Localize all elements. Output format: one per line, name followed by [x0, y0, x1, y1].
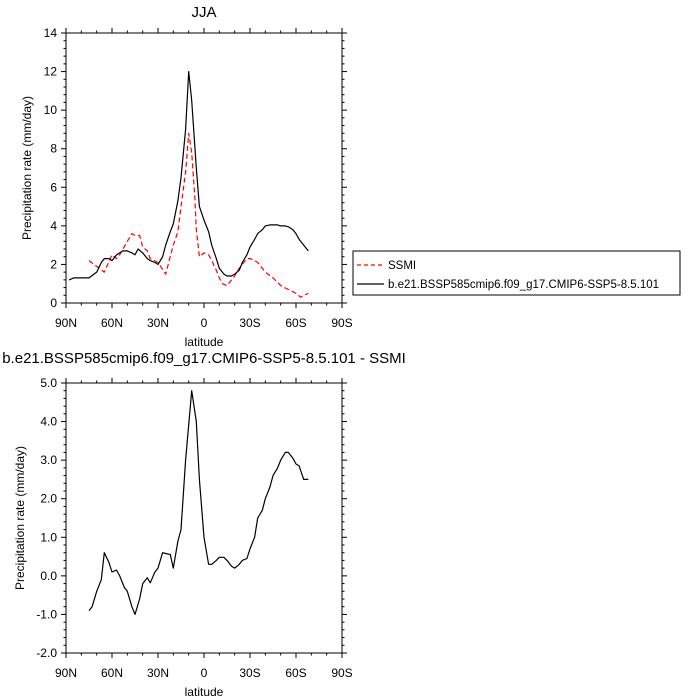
y-tick-label: 12 [44, 65, 58, 79]
x-tick-label: 30S [239, 316, 260, 330]
y-tick-label: 4 [50, 219, 57, 233]
bottom-x-tick-labels: 90N 60N 30N 0 30S 60S 90S [55, 666, 353, 680]
legend: SSMI b.e21.BSSP585cmip6.f09_g17.CMIP6-SS… [352, 250, 681, 296]
x-tick-label: 90S [331, 316, 352, 330]
x-tick-label: 90N [55, 316, 77, 330]
x-tick-label: 0 [201, 666, 208, 680]
y-tick-label: -1.0 [36, 607, 57, 621]
x-tick-label: 90S [331, 666, 352, 680]
y-tick-label: 5.0 [40, 376, 57, 390]
y-tick-label: 6 [50, 180, 57, 194]
legend-label-ssmi: SSMI [388, 260, 416, 272]
y-tick-label: 0.0 [40, 569, 57, 583]
top-y-axis-label: Precipitation rate (mm/day) [20, 96, 34, 240]
x-tick-label: 60N [101, 666, 123, 680]
y-tick-label: 0 [50, 296, 57, 310]
x-tick-label: 90N [55, 666, 77, 680]
series-line-ssmi [88, 132, 309, 298]
y-tick-label: 1.0 [40, 530, 57, 544]
y-tick-label: 8 [50, 142, 57, 156]
x-tick-label: 60S [285, 316, 306, 330]
y-tick-label: -2.0 [36, 646, 57, 660]
legend-box [352, 250, 681, 296]
x-tick-label: 30N [147, 666, 169, 680]
x-tick-label: 30S [239, 666, 260, 680]
bottom-x-axis-label: latitude [185, 685, 224, 699]
bottom-chart-title: b.e21.BSSP585cmip6.f09_g17.CMIP6-SSP5-8.… [2, 350, 406, 367]
top-chart-title: JJA [191, 4, 216, 21]
series-line-model [68, 70, 309, 281]
top-chart-panel: JJA 0 2 4 6 8 10 12 14 90N 60N 30N 0 30S 60S 90S Prec… [20, 4, 353, 349]
bottom-chart-panel: b.e21.BSSP585cmip6.f09_g17.CMIP6-SSP5-8.… [2, 350, 406, 699]
y-tick-label: 10 [44, 103, 58, 117]
legend-label-model: b.e21.BSSP585cmip6.f09_g17.CMIP6-SSP5-8.… [388, 279, 659, 291]
x-tick-label: 60S [285, 666, 306, 680]
y-tick-label: 4.0 [40, 415, 57, 429]
x-tick-label: 30N [147, 316, 169, 330]
bottom-y-axis-label: Precipitation rate (mm/day) [13, 446, 27, 590]
top-tick-marks [61, 28, 347, 308]
top-plot-frame [65, 32, 343, 304]
bottom-series-lines [88, 390, 309, 616]
y-tick-label: 2.0 [40, 492, 57, 506]
bottom-plot-frame [65, 382, 343, 654]
top-x-axis-label: latitude [185, 335, 224, 349]
y-tick-label: 3.0 [40, 453, 57, 467]
top-y-tick-labels: 0 2 4 6 8 10 12 14 [44, 26, 58, 310]
y-tick-label: 2 [50, 257, 57, 271]
bottom-y-tick-labels: -2.0 -1.0 0.0 1.0 2.0 3.0 4.0 5.0 [36, 376, 57, 660]
y-tick-label: 14 [44, 26, 58, 40]
x-tick-label: 0 [201, 316, 208, 330]
series-line-difference [88, 390, 309, 616]
x-tick-label: 60N [101, 316, 123, 330]
top-series-lines [68, 70, 309, 298]
top-x-tick-labels: 90N 60N 30N 0 30S 60S 90S [55, 316, 353, 330]
bottom-tick-marks [61, 378, 347, 658]
